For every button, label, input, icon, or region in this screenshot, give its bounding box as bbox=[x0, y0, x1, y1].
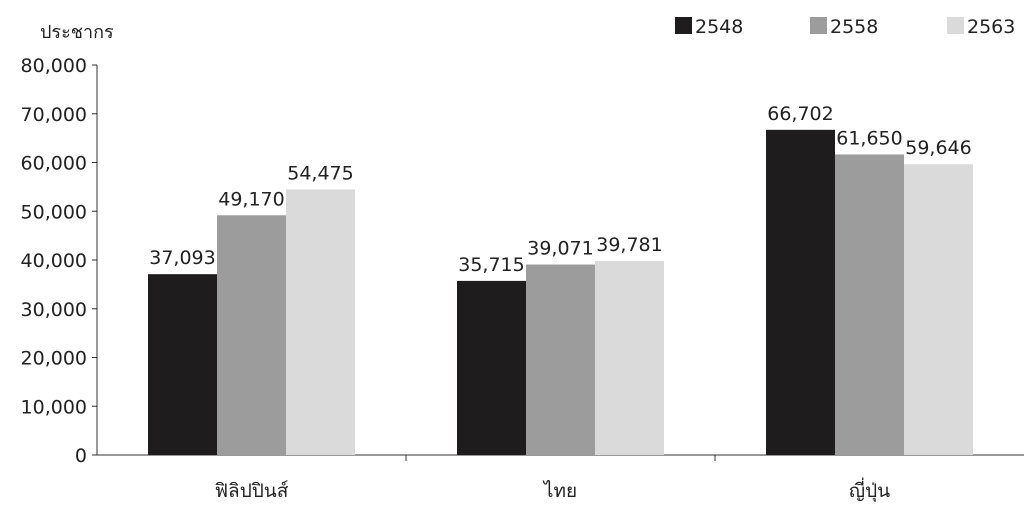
legend-label: 2548 bbox=[695, 16, 743, 38]
legend-swatch bbox=[947, 17, 964, 34]
bar bbox=[835, 154, 904, 456]
legend-label: 2558 bbox=[830, 16, 878, 38]
data-label: 37,093 bbox=[149, 247, 215, 269]
y-tick-label: 60,000 bbox=[21, 153, 87, 175]
axes: 0 10,000 20,000 30,000 40,000 50,000 60,000 70,… bbox=[21, 55, 1024, 503]
x-tick-label: ญี่ปุ่น bbox=[849, 477, 890, 503]
y-tick-label: 30,000 bbox=[21, 299, 87, 321]
data-label: 66,702 bbox=[767, 103, 833, 125]
x-tick-label: ไทย bbox=[542, 480, 577, 502]
bar bbox=[595, 261, 664, 455]
legend: 2548 2558 2563 bbox=[675, 16, 1015, 38]
data-label: 61,650 bbox=[836, 127, 902, 149]
y-tick-label: 80,000 bbox=[21, 55, 87, 77]
y-tick-label: 10,000 bbox=[21, 396, 87, 418]
x-tick-label: ฟิลิปปินส์ bbox=[215, 480, 289, 502]
bar bbox=[148, 274, 217, 455]
bar bbox=[217, 215, 286, 455]
y-tick-label: 70,000 bbox=[21, 104, 87, 126]
legend-swatch bbox=[675, 17, 692, 34]
data-label: 49,170 bbox=[218, 188, 284, 210]
y-tick-label: 50,000 bbox=[21, 201, 87, 223]
y-tick-label: 20,000 bbox=[21, 348, 87, 370]
data-label: 54,475 bbox=[287, 162, 353, 184]
data-label: 35,715 bbox=[458, 254, 524, 276]
y-tick-label: 0 bbox=[75, 445, 87, 467]
bars bbox=[148, 129, 973, 456]
data-label: 39,781 bbox=[596, 234, 662, 256]
y-axis-label: ประชากร bbox=[40, 22, 114, 43]
data-label: 39,071 bbox=[527, 238, 593, 260]
data-label: 59,646 bbox=[905, 137, 971, 159]
y-tick-label: 40,000 bbox=[21, 250, 87, 272]
bar bbox=[286, 189, 355, 455]
bar bbox=[457, 280, 526, 455]
legend-label: 2563 bbox=[967, 16, 1015, 38]
bar bbox=[526, 264, 595, 455]
bar bbox=[766, 129, 835, 455]
legend-swatch bbox=[810, 17, 827, 34]
bar bbox=[904, 164, 973, 455]
